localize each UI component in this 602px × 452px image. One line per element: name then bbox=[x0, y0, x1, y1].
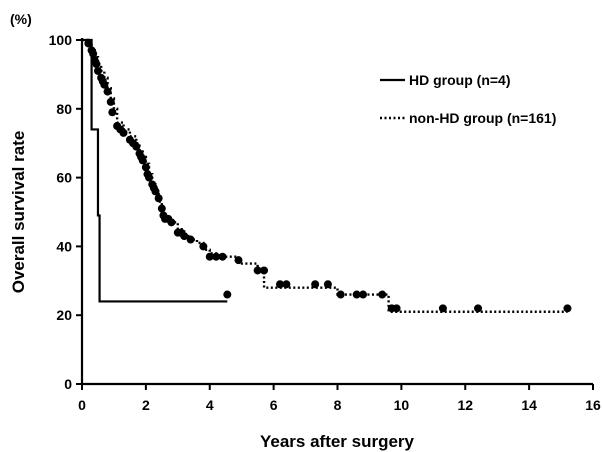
censor-mark-54 bbox=[438, 304, 447, 313]
censor-mark-50 bbox=[359, 290, 368, 299]
y-tick-label-1: 20 bbox=[56, 307, 72, 323]
y-unit-label: (%) bbox=[10, 11, 32, 27]
legend-label-non-hd: non-HD group (n=161) bbox=[409, 110, 556, 126]
censor-mark-39 bbox=[212, 252, 221, 261]
censor-mark-10 bbox=[106, 97, 115, 106]
censor-mark-11 bbox=[108, 108, 117, 117]
censor-mark-32 bbox=[167, 218, 176, 227]
axis-ticks: 0 2 4 6 8 10 12 14 16 0 20 40 60 80 100 bbox=[49, 32, 601, 413]
x-axis-title: Years after surgery bbox=[260, 432, 415, 451]
x-tick-label-3: 6 bbox=[270, 397, 278, 413]
censor-mark-51 bbox=[378, 290, 387, 299]
censor-mark-40 bbox=[218, 252, 227, 261]
censor-mark-28 bbox=[157, 204, 166, 213]
y-tick-label-0: 0 bbox=[64, 376, 72, 392]
censor-mark-17 bbox=[132, 142, 141, 151]
x-tick-label-7: 14 bbox=[521, 397, 537, 413]
censor-mark-42 bbox=[253, 266, 262, 275]
censor-mark-23 bbox=[145, 173, 154, 182]
censor-mark-9 bbox=[103, 87, 112, 96]
legend-item-non-hd: non-HD group (n=161) bbox=[380, 110, 556, 126]
censor-mark-38 bbox=[205, 252, 214, 261]
censor-mark-49 bbox=[352, 290, 361, 299]
censor-mark-35 bbox=[180, 232, 189, 241]
censor-mark-26 bbox=[151, 187, 160, 196]
plot-area bbox=[82, 38, 572, 313]
censor-mark-57 bbox=[223, 290, 232, 299]
y-axis-title: Overall survival rate bbox=[9, 131, 28, 294]
censor-mark-55 bbox=[474, 304, 483, 313]
censor-mark-53 bbox=[392, 304, 401, 313]
censor-mark-8 bbox=[100, 80, 109, 89]
censor-mark-5 bbox=[93, 66, 102, 75]
censor-mark-2 bbox=[89, 49, 98, 58]
x-tick-label-6: 12 bbox=[457, 397, 473, 413]
censor-mark-45 bbox=[282, 280, 291, 289]
censor-mark-56 bbox=[563, 304, 572, 313]
censor-mark-14 bbox=[119, 128, 128, 137]
x-tick-label-2: 4 bbox=[206, 397, 214, 413]
censor-mark-21 bbox=[141, 163, 150, 172]
legend-item-hd: HD group (n=4) bbox=[380, 72, 511, 88]
x-tick-label-1: 2 bbox=[142, 397, 150, 413]
legend-label-hd: HD group (n=4) bbox=[409, 72, 511, 88]
censor-mark-36 bbox=[186, 235, 195, 244]
x-tick-label-0: 0 bbox=[78, 397, 86, 413]
censor-mark-41 bbox=[234, 256, 243, 265]
censor-mark-44 bbox=[276, 280, 285, 289]
censor-mark-4 bbox=[92, 60, 101, 69]
censor-mark-46 bbox=[311, 280, 320, 289]
censor-mark-20 bbox=[138, 156, 147, 165]
y-tick-label-2: 40 bbox=[56, 238, 72, 254]
y-tick-label-5: 100 bbox=[49, 32, 73, 48]
y-tick-label-4: 80 bbox=[56, 101, 72, 117]
legend: HD group (n=4) non-HD group (n=161) bbox=[380, 72, 556, 126]
censor-mark-0 bbox=[84, 39, 93, 48]
censor-mark-48 bbox=[336, 290, 345, 299]
y-tick-label-3: 60 bbox=[56, 170, 72, 186]
censor-mark-27 bbox=[154, 194, 163, 203]
axes bbox=[80, 38, 593, 386]
censor-mark-43 bbox=[260, 266, 269, 275]
x-tick-label-5: 10 bbox=[394, 397, 410, 413]
censor-mark-37 bbox=[199, 242, 208, 251]
x-tick-label-8: 16 bbox=[585, 397, 601, 413]
censor-mark-47 bbox=[323, 280, 332, 289]
x-tick-label-4: 8 bbox=[334, 397, 342, 413]
